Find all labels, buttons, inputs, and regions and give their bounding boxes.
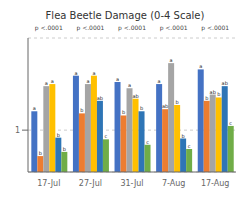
svg-text:b: b — [182, 133, 185, 139]
svg-text:ab: ab — [222, 80, 228, 86]
svg-text:b: b — [122, 109, 125, 115]
svg-text:a: a — [74, 70, 77, 76]
svg-text:a: a — [33, 105, 36, 111]
svg-text:b: b — [205, 95, 208, 101]
svg-text:a: a — [170, 57, 173, 63]
svg-text:a: a — [128, 82, 131, 88]
svg-text:27-Jul: 27-Jul — [79, 179, 102, 188]
svg-text:ab: ab — [210, 89, 216, 95]
svg-text:a: a — [116, 76, 119, 82]
svg-text:p <.0001: p <.0001 — [160, 24, 188, 32]
svg-text:ab: ab — [97, 95, 103, 101]
svg-text:ab: ab — [162, 103, 168, 109]
svg-text:c: c — [188, 143, 191, 149]
svg-text:a: a — [45, 80, 48, 86]
svg-text:17-Aug: 17-Aug — [201, 179, 230, 188]
svg-text:17-Jul: 17-Jul — [37, 179, 60, 188]
svg-text:b: b — [140, 105, 143, 111]
svg-text:ab: ab — [132, 93, 138, 99]
svg-text:c: c — [229, 120, 232, 126]
svg-text:p <.0001: p <.0001 — [201, 24, 229, 32]
svg-text:a: a — [92, 70, 95, 76]
svg-text:c: c — [146, 139, 149, 145]
svg-text:a: a — [51, 78, 54, 84]
svg-text:p <.0001: p <.0001 — [76, 24, 104, 32]
svg-text:31-Jul: 31-Jul — [120, 179, 143, 188]
svg-text:a: a — [86, 78, 89, 84]
html-text:Flea Beetle Damage (0-4 Scale): Flea Beetle Damage (0-4 Scale) — [45, 10, 205, 21]
svg-text:b: b — [57, 132, 60, 138]
svg-text:p <.0001: p <.0001 — [35, 24, 63, 32]
svg-text:1: 1 — [15, 126, 20, 135]
svg-text:7-Aug: 7-Aug — [162, 179, 185, 188]
svg-text:b: b — [176, 99, 179, 105]
svg-text:p <.0001: p <.0001 — [118, 24, 146, 32]
svg-text:a: a — [158, 78, 161, 84]
svg-text:a: a — [199, 63, 202, 69]
svg-text:c: c — [105, 133, 108, 139]
svg-text:b: b — [63, 146, 66, 152]
svg-text:b: b — [80, 107, 83, 113]
svg-text:b: b — [39, 150, 42, 156]
svg-text:b: b — [217, 91, 220, 97]
